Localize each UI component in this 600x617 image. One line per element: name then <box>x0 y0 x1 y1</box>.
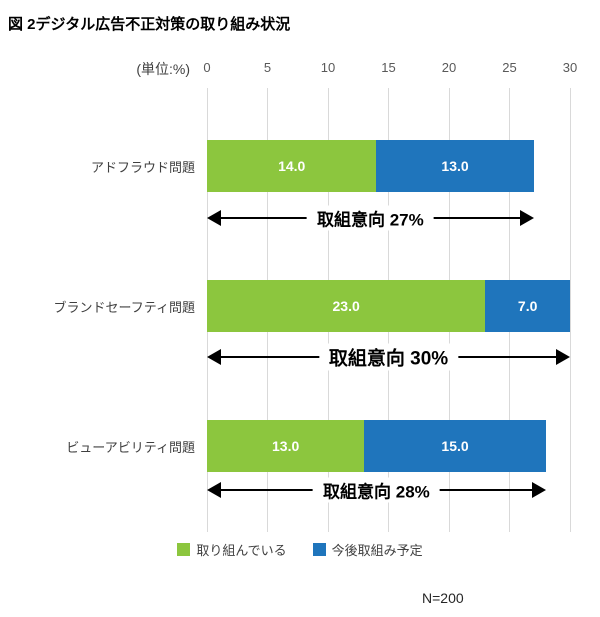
sample-size-label: N=200 <box>422 590 464 606</box>
x-tick-label: 10 <box>320 60 336 75</box>
arrow-head-right-icon <box>519 210 534 226</box>
x-tick-label: 5 <box>263 60 272 75</box>
category-label: アドフラウド問題 <box>90 160 195 175</box>
arrow-head-left-icon <box>207 482 221 498</box>
legend-swatch-icon <box>312 543 326 556</box>
x-tick-label: 15 <box>381 60 396 75</box>
chart-title: 図 2デジタル広告不正対策の取り組み状況 <box>8 16 291 33</box>
legend-swatch-icon <box>177 543 191 556</box>
bar-segment-planned: 13.0 <box>376 140 534 192</box>
legend-item-planned: 今後取組み予定 <box>312 540 423 559</box>
legend-item-current: 取り組んでいる <box>177 540 287 559</box>
bar-segment-current: 14.0 <box>207 140 377 192</box>
unit-label: (単位:%) <box>136 61 190 77</box>
x-tick-label: 20 <box>441 60 457 75</box>
bar-value-label: 13.0 <box>441 158 469 174</box>
bar-value-label: 14.0 <box>278 158 306 174</box>
arrow-head-right-icon <box>556 349 570 365</box>
legend-label: 今後取組み予定 <box>331 543 423 558</box>
x-tick-label: 0 <box>203 60 211 75</box>
bar-value-label: 15.0 <box>441 438 469 454</box>
x-tick-label: 25 <box>502 60 517 75</box>
bar-value-label: 7.0 <box>517 298 538 314</box>
bar-value-label: 13.0 <box>272 438 300 454</box>
arrow-head-left-icon <box>207 210 221 226</box>
category-label: ブランドセーフティ問題 <box>53 300 195 315</box>
bar-segment-planned: 15.0 <box>364 420 546 472</box>
bar-value-label: 23.0 <box>332 298 360 314</box>
arrow-head-left-icon <box>207 349 221 365</box>
legend: 取り組んでいる 今後取組み予定 <box>0 540 600 559</box>
arrow-head-right-icon <box>531 482 546 498</box>
x-tick-label: 30 <box>562 60 578 75</box>
intent-arrow: 取組意向 28% <box>207 477 546 503</box>
intent-arrow: 取組意向 30% <box>207 343 570 371</box>
intent-annotation: 取組意向 27% <box>306 205 434 231</box>
gridline <box>569 88 571 532</box>
intent-annotation: 取組意向 30% <box>318 343 459 371</box>
intent-annotation: 取組意向 28% <box>313 477 440 503</box>
bar-segment-planned: 7.0 <box>485 280 570 332</box>
category-label: ビューアビリティ問題 <box>66 440 195 455</box>
legend-label: 取り組んでいる <box>196 543 287 558</box>
bar-segment-current: 23.0 <box>207 280 486 332</box>
bar-segment-current: 13.0 <box>207 420 365 472</box>
intent-arrow: 取組意向 27% <box>207 205 534 231</box>
